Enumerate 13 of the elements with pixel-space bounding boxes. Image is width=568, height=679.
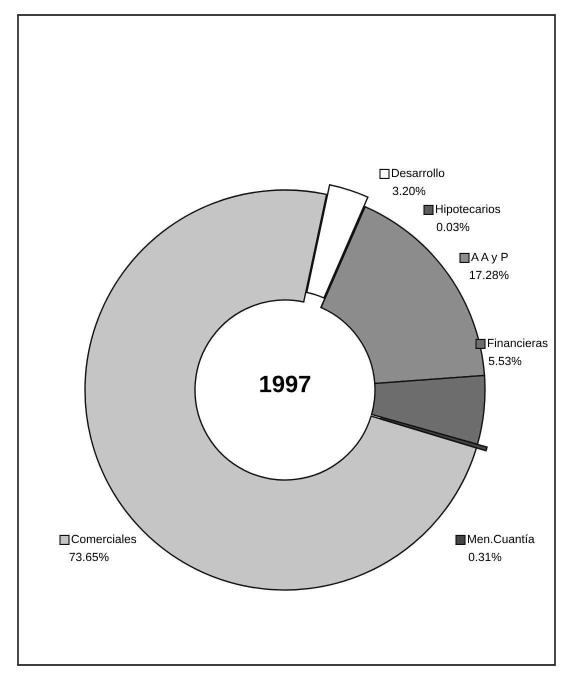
- data-label: 73.65%: [70, 552, 109, 562]
- legend-label: Men.Cuantía: [468, 534, 535, 544]
- legend-label: A A y P: [471, 252, 508, 264]
- data-label: 3.20%: [392, 186, 426, 196]
- text: 1997: [260, 376, 310, 392]
- legend-label: Financieras: [488, 338, 548, 348]
- legend-label: Comerciales: [72, 534, 136, 544]
- legend-label: Hipotecarios: [436, 204, 500, 216]
- data-label: 0.03%: [436, 222, 470, 232]
- data-label: 0.31%: [468, 552, 502, 562]
- data-label: 17.28%: [470, 270, 509, 280]
- legend-label: Desarrollo: [392, 168, 444, 178]
- data-label: 5.53%: [488, 356, 522, 366]
